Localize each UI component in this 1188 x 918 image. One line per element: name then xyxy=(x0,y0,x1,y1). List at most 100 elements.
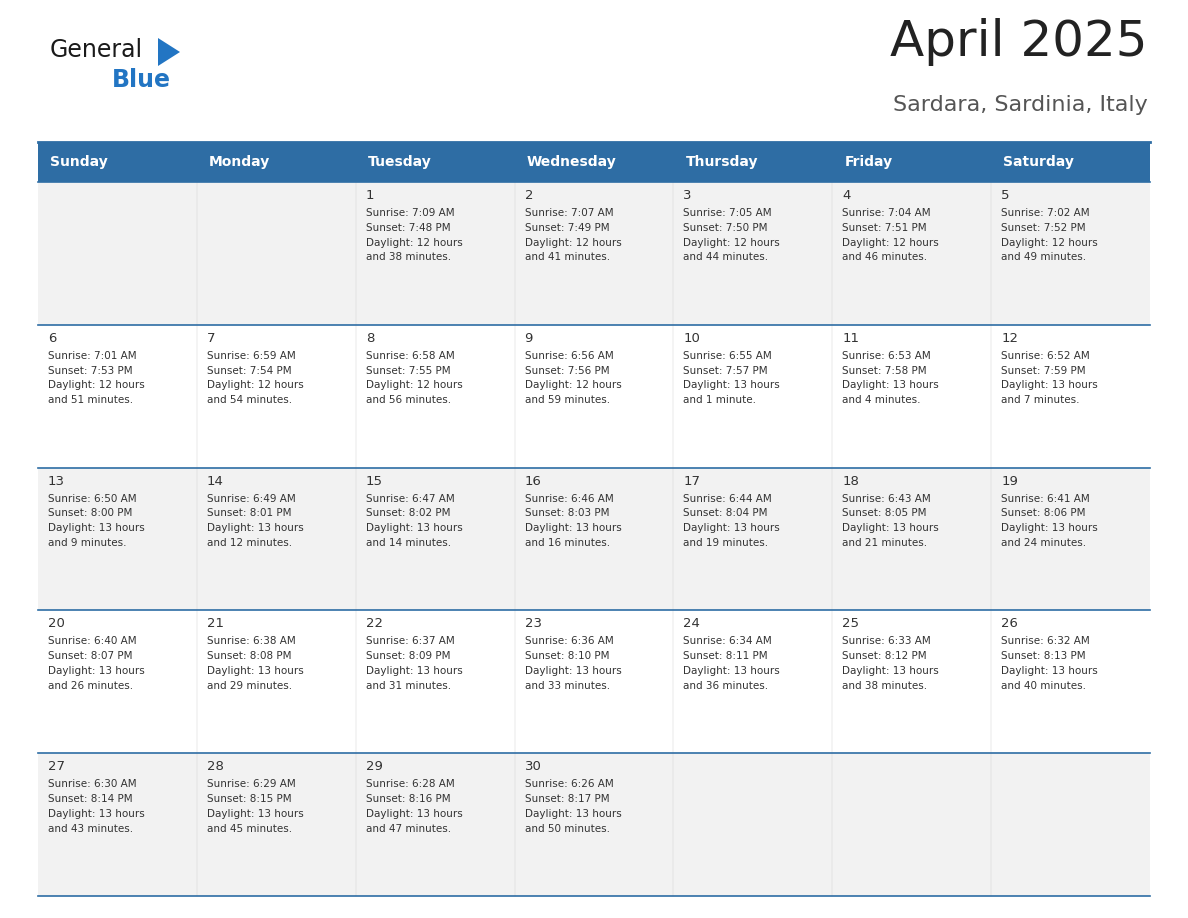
Text: April 2025: April 2025 xyxy=(891,18,1148,66)
Text: Daylight: 12 hours: Daylight: 12 hours xyxy=(842,238,939,248)
Bar xyxy=(38,467,197,610)
Text: and 41 minutes.: and 41 minutes. xyxy=(525,252,609,263)
Text: Sunset: 8:16 PM: Sunset: 8:16 PM xyxy=(366,794,450,804)
Text: and 51 minutes.: and 51 minutes. xyxy=(48,396,133,405)
Text: Sunset: 8:04 PM: Sunset: 8:04 PM xyxy=(683,509,767,519)
Text: Sunset: 7:56 PM: Sunset: 7:56 PM xyxy=(525,365,609,375)
Text: Sunset: 7:59 PM: Sunset: 7:59 PM xyxy=(1001,365,1086,375)
Text: Sunset: 8:11 PM: Sunset: 8:11 PM xyxy=(683,651,769,661)
Text: Friday: Friday xyxy=(845,155,892,169)
Text: Wednesday: Wednesday xyxy=(526,155,617,169)
Text: 13: 13 xyxy=(48,475,65,487)
Text: Daylight: 13 hours: Daylight: 13 hours xyxy=(842,380,939,390)
Bar xyxy=(514,325,674,467)
Bar xyxy=(833,753,991,896)
Text: Sunset: 7:48 PM: Sunset: 7:48 PM xyxy=(366,223,450,233)
Text: Sunrise: 6:36 AM: Sunrise: 6:36 AM xyxy=(525,636,613,646)
Text: 19: 19 xyxy=(1001,475,1018,487)
Text: Sunset: 8:03 PM: Sunset: 8:03 PM xyxy=(525,509,609,519)
Text: Sunset: 8:17 PM: Sunset: 8:17 PM xyxy=(525,794,609,804)
Bar xyxy=(38,142,197,182)
Text: 26: 26 xyxy=(1001,618,1018,631)
Bar xyxy=(355,142,514,182)
Text: Daylight: 13 hours: Daylight: 13 hours xyxy=(207,809,304,819)
Text: Sunrise: 7:02 AM: Sunrise: 7:02 AM xyxy=(1001,208,1089,218)
Text: Sunrise: 7:09 AM: Sunrise: 7:09 AM xyxy=(366,208,454,218)
Text: and 12 minutes.: and 12 minutes. xyxy=(207,538,292,548)
Text: Sunrise: 6:26 AM: Sunrise: 6:26 AM xyxy=(525,779,613,789)
Text: Sunrise: 6:46 AM: Sunrise: 6:46 AM xyxy=(525,494,613,504)
Text: Sunrise: 6:43 AM: Sunrise: 6:43 AM xyxy=(842,494,931,504)
Text: Monday: Monday xyxy=(209,155,270,169)
Bar xyxy=(514,467,674,610)
Text: Sunrise: 6:33 AM: Sunrise: 6:33 AM xyxy=(842,636,931,646)
Text: 2: 2 xyxy=(525,189,533,202)
Text: Sunrise: 7:07 AM: Sunrise: 7:07 AM xyxy=(525,208,613,218)
Text: Sunset: 8:07 PM: Sunset: 8:07 PM xyxy=(48,651,133,661)
Text: 9: 9 xyxy=(525,331,533,345)
Text: Sunset: 8:08 PM: Sunset: 8:08 PM xyxy=(207,651,291,661)
Text: General: General xyxy=(50,38,143,62)
Bar xyxy=(197,325,355,467)
Text: Sunset: 7:53 PM: Sunset: 7:53 PM xyxy=(48,365,133,375)
Text: Sunrise: 6:29 AM: Sunrise: 6:29 AM xyxy=(207,779,296,789)
Text: and 1 minute.: and 1 minute. xyxy=(683,396,757,405)
Text: and 16 minutes.: and 16 minutes. xyxy=(525,538,609,548)
Text: and 50 minutes.: and 50 minutes. xyxy=(525,823,609,834)
Text: and 38 minutes.: and 38 minutes. xyxy=(842,681,928,691)
Text: Daylight: 13 hours: Daylight: 13 hours xyxy=(683,523,781,533)
Text: Sunset: 7:55 PM: Sunset: 7:55 PM xyxy=(366,365,450,375)
Text: Sunset: 8:13 PM: Sunset: 8:13 PM xyxy=(1001,651,1086,661)
Text: and 56 minutes.: and 56 minutes. xyxy=(366,396,450,405)
Text: Sunrise: 6:30 AM: Sunrise: 6:30 AM xyxy=(48,779,137,789)
Text: and 26 minutes.: and 26 minutes. xyxy=(48,681,133,691)
Bar xyxy=(197,467,355,610)
Text: and 47 minutes.: and 47 minutes. xyxy=(366,823,450,834)
Text: Daylight: 12 hours: Daylight: 12 hours xyxy=(48,380,145,390)
Text: Sunrise: 6:34 AM: Sunrise: 6:34 AM xyxy=(683,636,772,646)
Text: and 54 minutes.: and 54 minutes. xyxy=(207,396,292,405)
Bar xyxy=(197,753,355,896)
Bar xyxy=(674,467,833,610)
Text: Daylight: 12 hours: Daylight: 12 hours xyxy=(207,380,304,390)
Bar xyxy=(991,467,1150,610)
Text: Daylight: 12 hours: Daylight: 12 hours xyxy=(683,238,781,248)
Text: Sunrise: 6:50 AM: Sunrise: 6:50 AM xyxy=(48,494,137,504)
Text: 12: 12 xyxy=(1001,331,1018,345)
Text: Daylight: 12 hours: Daylight: 12 hours xyxy=(366,238,462,248)
Text: 10: 10 xyxy=(683,331,700,345)
Text: Sunrise: 7:05 AM: Sunrise: 7:05 AM xyxy=(683,208,772,218)
Text: Sunrise: 6:38 AM: Sunrise: 6:38 AM xyxy=(207,636,296,646)
Bar xyxy=(38,182,197,325)
Text: Daylight: 12 hours: Daylight: 12 hours xyxy=(525,380,621,390)
Text: Daylight: 13 hours: Daylight: 13 hours xyxy=(366,666,462,676)
Text: Daylight: 13 hours: Daylight: 13 hours xyxy=(366,523,462,533)
Text: Sunrise: 6:41 AM: Sunrise: 6:41 AM xyxy=(1001,494,1089,504)
Text: and 21 minutes.: and 21 minutes. xyxy=(842,538,928,548)
Text: Sunrise: 6:49 AM: Sunrise: 6:49 AM xyxy=(207,494,296,504)
Text: Sunrise: 6:53 AM: Sunrise: 6:53 AM xyxy=(842,351,931,361)
Text: Daylight: 13 hours: Daylight: 13 hours xyxy=(48,523,145,533)
Bar xyxy=(514,753,674,896)
Bar xyxy=(197,142,355,182)
Text: Daylight: 12 hours: Daylight: 12 hours xyxy=(1001,238,1098,248)
Text: 27: 27 xyxy=(48,760,65,773)
Text: and 4 minutes.: and 4 minutes. xyxy=(842,396,921,405)
Text: Daylight: 13 hours: Daylight: 13 hours xyxy=(48,666,145,676)
Text: Daylight: 13 hours: Daylight: 13 hours xyxy=(525,666,621,676)
Bar xyxy=(833,142,991,182)
Text: Sunrise: 6:44 AM: Sunrise: 6:44 AM xyxy=(683,494,772,504)
Bar xyxy=(197,182,355,325)
Text: and 14 minutes.: and 14 minutes. xyxy=(366,538,450,548)
Text: Daylight: 13 hours: Daylight: 13 hours xyxy=(207,666,304,676)
Text: Sunrise: 6:32 AM: Sunrise: 6:32 AM xyxy=(1001,636,1089,646)
Bar xyxy=(355,182,514,325)
Text: Sunset: 7:54 PM: Sunset: 7:54 PM xyxy=(207,365,291,375)
Text: and 46 minutes.: and 46 minutes. xyxy=(842,252,928,263)
Text: and 9 minutes.: and 9 minutes. xyxy=(48,538,126,548)
Text: Daylight: 13 hours: Daylight: 13 hours xyxy=(207,523,304,533)
Text: Sunset: 8:00 PM: Sunset: 8:00 PM xyxy=(48,509,132,519)
Text: 22: 22 xyxy=(366,618,383,631)
Bar xyxy=(833,325,991,467)
Text: 16: 16 xyxy=(525,475,542,487)
